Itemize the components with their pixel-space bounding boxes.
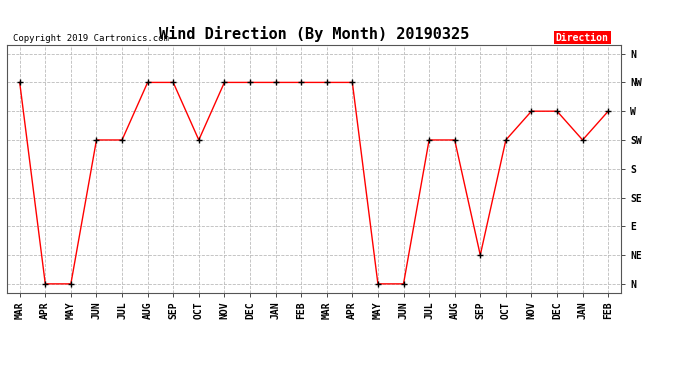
Text: Direction: Direction xyxy=(556,33,609,42)
Text: Copyright 2019 Cartronics.com: Copyright 2019 Cartronics.com xyxy=(13,33,169,42)
Title: Wind Direction (By Month) 20190325: Wind Direction (By Month) 20190325 xyxy=(159,27,469,42)
